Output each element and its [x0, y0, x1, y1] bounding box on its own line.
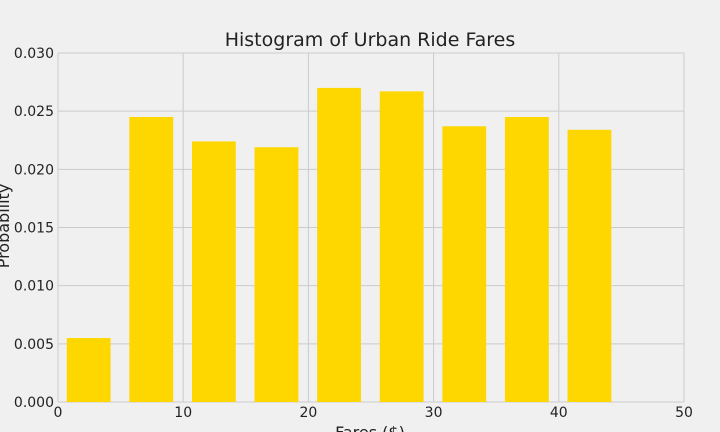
histogram-bar [442, 126, 487, 402]
histogram-bar [567, 129, 612, 402]
y-tick-label: 0.025 [14, 104, 54, 120]
chart-title: Histogram of Urban Ride Fares [225, 29, 516, 51]
bars-layer [66, 87, 612, 403]
y-axis-label: Probability [0, 184, 13, 269]
y-tick-label: 0.010 [14, 279, 54, 295]
x-tick-label: 20 [299, 405, 317, 421]
histogram-bar [191, 141, 236, 402]
y-tick-label: 0.005 [14, 337, 54, 353]
y-tick-label: 0.030 [14, 46, 54, 62]
histogram-bar [66, 338, 111, 402]
y-tick-label: 0.000 [14, 395, 54, 411]
x-tick-label: 0 [54, 405, 63, 421]
x-tick-label: 10 [174, 405, 192, 421]
y-tick-label: 0.015 [14, 221, 54, 237]
histogram-bar [504, 116, 549, 402]
histogram-bar [254, 147, 299, 402]
x-tick-label: 40 [550, 405, 568, 421]
y-tick-label: 0.020 [14, 162, 54, 178]
x-tick-label: 30 [425, 405, 443, 421]
x-axis-label: Fares ($) [335, 423, 405, 432]
x-tick-label: 50 [675, 405, 693, 421]
tick-labels-layer: 0.000 0.005 0.010 0.015 0.020 0.025 0.030 0 10 20… [14, 46, 693, 421]
histogram-bar [129, 116, 174, 402]
histogram-bar [379, 91, 424, 402]
histogram-bar [317, 87, 361, 403]
